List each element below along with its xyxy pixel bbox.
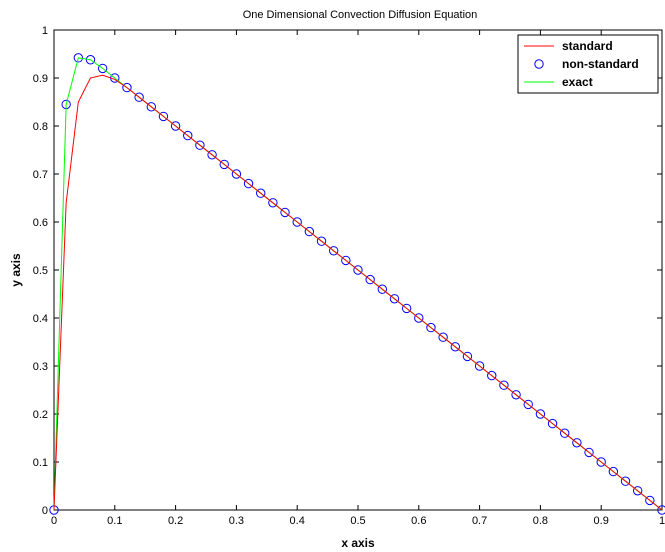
y-tick-label: 0.3 bbox=[33, 361, 48, 373]
series-marker-non-standard bbox=[608, 466, 619, 477]
series-marker-non-standard bbox=[523, 399, 533, 410]
x-tick-label: 0.1 bbox=[107, 515, 122, 527]
series-marker-non-standard bbox=[292, 217, 302, 227]
legend-label-standard: standard bbox=[562, 39, 613, 53]
y-tick-label: 0.5 bbox=[33, 265, 48, 277]
series-marker-non-standard bbox=[256, 188, 266, 198]
series-marker-non-standard bbox=[584, 447, 594, 458]
series-marker-non-standard bbox=[572, 438, 582, 448]
series-marker-non-standard bbox=[365, 274, 375, 285]
x-tick-label: 0.2 bbox=[168, 515, 183, 527]
series-marker-non-standard bbox=[316, 236, 327, 246]
series-marker-non-standard bbox=[462, 351, 473, 362]
series-marker-non-standard bbox=[596, 457, 606, 467]
series-marker-non-standard bbox=[401, 303, 412, 314]
x-tick-label: 0.9 bbox=[594, 515, 609, 527]
series-marker-non-standard bbox=[122, 82, 132, 93]
series-marker-non-standard bbox=[268, 198, 278, 208]
series-marker-non-standard bbox=[207, 150, 217, 160]
chart-title: One Dimensional Convection Diffusion Equ… bbox=[243, 9, 478, 21]
series-marker-non-standard bbox=[389, 294, 400, 304]
x-tick-label: 1 bbox=[659, 515, 665, 527]
series-marker-non-standard bbox=[73, 53, 84, 63]
series-marker-non-standard bbox=[487, 370, 497, 381]
y-tick-label: 0.2 bbox=[33, 409, 48, 421]
series-marker-non-standard bbox=[645, 495, 655, 506]
x-tick-label: 0.7 bbox=[472, 515, 487, 527]
series-marker-non-standard bbox=[620, 476, 631, 486]
series-marker-non-standard bbox=[535, 409, 546, 419]
legend-box bbox=[517, 34, 659, 94]
series-marker-non-standard bbox=[328, 246, 339, 256]
series-marker-non-standard bbox=[474, 361, 485, 371]
y-tick-label: 0.9 bbox=[33, 73, 48, 85]
series-marker-non-standard bbox=[450, 342, 460, 352]
y-tick-label: 1 bbox=[42, 25, 48, 37]
series-marker-non-standard bbox=[632, 486, 643, 496]
series-marker-non-standard bbox=[134, 92, 144, 102]
x-axis-label: x axis bbox=[341, 536, 375, 550]
y-tick-label: 0.4 bbox=[33, 313, 48, 325]
series-marker-non-standard bbox=[231, 169, 242, 179]
series-marker-non-standard bbox=[243, 178, 254, 189]
x-tick-label: 0.4 bbox=[290, 515, 305, 527]
series-marker-non-standard bbox=[158, 111, 169, 122]
x-tick-label: 0.6 bbox=[411, 515, 426, 527]
x-tick-label: 0.8 bbox=[533, 515, 548, 527]
series-marker-non-standard bbox=[97, 63, 108, 74]
series-marker-non-standard bbox=[414, 313, 424, 323]
series-marker-non-standard bbox=[353, 265, 363, 275]
x-tick-label: 0.3 bbox=[229, 515, 244, 527]
series-marker-non-standard bbox=[304, 226, 315, 237]
series-marker-non-standard bbox=[183, 130, 193, 141]
series-marker-non-standard bbox=[341, 255, 351, 266]
series-line-standard bbox=[53, 74, 663, 511]
y-tick-label: 0 bbox=[42, 505, 48, 517]
series-marker-non-standard bbox=[280, 207, 290, 218]
y-tick-label: 0.7 bbox=[33, 169, 48, 181]
y-tick-label: 0.1 bbox=[33, 457, 48, 469]
legend-label-non-standard: non-standard bbox=[562, 57, 639, 71]
series-marker-non-standard bbox=[657, 505, 665, 515]
x-axis-ticks: 0 0.1 0.2 0.3 0.4 0.5 0.6 0.7 0.8 0.9 1 bbox=[51, 30, 665, 527]
series-marker-non-standard bbox=[85, 55, 96, 65]
legend: standard non-standard exact bbox=[517, 34, 659, 94]
series-marker-non-standard bbox=[511, 390, 521, 400]
legend-label-exact: exact bbox=[562, 75, 593, 89]
series-marker-non-standard bbox=[560, 428, 570, 438]
series-marker-non-standard bbox=[499, 380, 509, 390]
y-tick-label: 0.6 bbox=[33, 217, 48, 229]
series-marker-non-standard bbox=[377, 284, 388, 294]
y-axis-label: y axis bbox=[9, 253, 23, 287]
series-marker-non-standard bbox=[438, 332, 448, 342]
y-axis-ticks: 0 0.1 0.2 0.3 0.4 0.5 0.6 0.7 0.8 0.9 1 bbox=[33, 25, 662, 517]
series-marker-non-standard bbox=[547, 418, 558, 429]
series-marker-non-standard bbox=[195, 140, 205, 150]
series-marker-non-standard bbox=[219, 159, 229, 170]
series-marker-non-standard bbox=[170, 121, 181, 131]
series-layer bbox=[49, 53, 665, 515]
x-tick-label: 0.5 bbox=[350, 515, 365, 527]
legend-swatch-non-standard bbox=[534, 59, 544, 69]
series-marker-non-standard bbox=[426, 322, 436, 333]
x-tick-label: 0 bbox=[51, 515, 57, 527]
y-tick-label: 0.8 bbox=[33, 121, 48, 133]
series-marker-non-standard bbox=[146, 102, 156, 112]
